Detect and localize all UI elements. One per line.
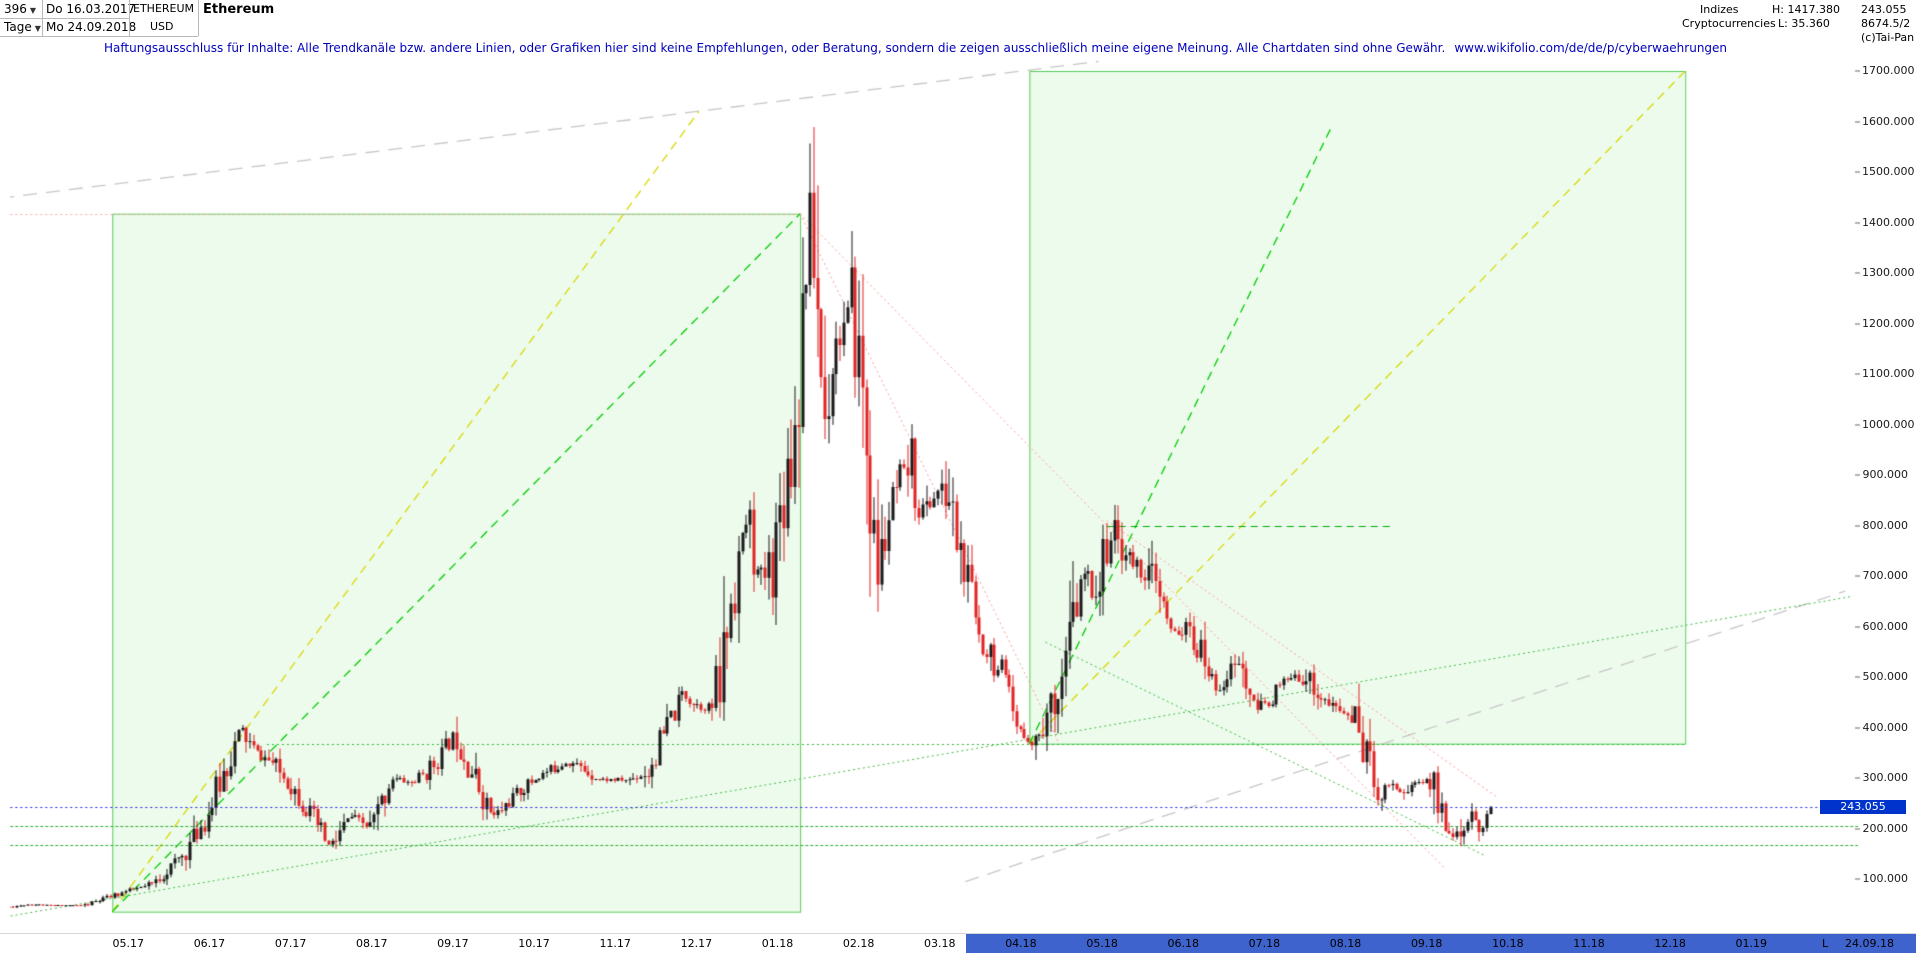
symbol-label: ETHEREUM xyxy=(133,2,195,15)
x-axis-label: 01.18 xyxy=(761,937,794,950)
header-divider xyxy=(0,36,198,37)
x-axis-label: 11.17 xyxy=(599,937,631,950)
currency-label: USD xyxy=(150,20,174,33)
scrollbar-thumb[interactable] xyxy=(966,934,1916,953)
header-divider xyxy=(0,18,129,19)
bars-count-value: 396 xyxy=(4,2,27,16)
x-axis-label: 05.17 xyxy=(112,937,145,950)
x-axis-label: 06.18 xyxy=(1167,937,1200,950)
x-axis-label: 01.19 xyxy=(1735,937,1768,950)
last-date-label: 24.09.18 xyxy=(1845,937,1894,950)
bars-count-dropdown[interactable]: 396 ▼ xyxy=(4,0,36,20)
header-divider xyxy=(129,0,130,36)
current-price-tag: 243.055 xyxy=(1820,799,1906,814)
x-axis-label: 07.18 xyxy=(1248,937,1281,950)
dropdown-caret-icon: ▼ xyxy=(34,24,41,33)
start-date-field[interactable]: Do 16.03.2017 xyxy=(46,2,136,16)
x-axis-label: 10.18 xyxy=(1492,937,1524,950)
x-axis-label: 04.18 xyxy=(1005,937,1037,950)
x-axis-label: 03.18 xyxy=(924,937,956,950)
current-price-value: 243.055 xyxy=(1840,799,1886,813)
x-axis-label: 08.17 xyxy=(356,937,388,950)
disclaimer-body: Haftungsausschluss für Inhalte: Alle Tre… xyxy=(104,41,1446,55)
dropdown-caret-icon: ▼ xyxy=(29,6,37,15)
x-axis-label: 09.17 xyxy=(437,937,469,950)
period-high-label: H: 1417.380 xyxy=(1772,3,1840,16)
x-axis-label: 02.18 xyxy=(842,937,875,950)
last-price-label: 243.055 xyxy=(1861,3,1907,16)
x-axis-label: 12.17 xyxy=(680,937,713,950)
end-date-field[interactable]: Mo 24.09.2018 xyxy=(46,20,137,34)
x-axis-label: 09.18 xyxy=(1410,937,1443,950)
timeframe-dropdown[interactable]: Tage ▼ xyxy=(4,18,41,38)
x-axis-label: 08.18 xyxy=(1329,937,1362,950)
disclaimer-text: Haftungsausschluss für Inhalte: Alle Tre… xyxy=(104,41,1727,55)
x-axis-label: 10.17 xyxy=(518,937,550,950)
ratio-label: 8674.5/2 xyxy=(1861,17,1911,30)
timeframe-value: Tage xyxy=(4,20,32,34)
header-divider xyxy=(198,0,199,36)
wikifolio-link[interactable]: www.wikifolio.com/de/de/p/cyberwaehrunge… xyxy=(1454,41,1728,55)
time-axis: L 24.09.18 05.17 06.17 07.17 08.17 09.17 10.1… xyxy=(0,933,1916,953)
category-sublabel: Cryptocurrencies xyxy=(1682,17,1776,30)
copyright-label: (c)Tai-Pan xyxy=(1861,31,1915,44)
last-marker: L xyxy=(1822,937,1829,950)
x-axis-label: 06.17 xyxy=(193,937,226,950)
x-axis-label: 05.18 xyxy=(1086,937,1118,950)
instrument-title: Ethereum xyxy=(203,2,275,17)
period-low-label: L: 35.360 xyxy=(1778,17,1830,30)
category-label: Indizes xyxy=(1700,3,1739,16)
x-axis-label: 12.18 xyxy=(1654,937,1686,950)
header-toolbar: 396 ▼ Do 16.03.2017 Tage ▼ Mo 24.09.2018 E… xyxy=(0,0,1916,44)
x-axis-label: 07.17 xyxy=(274,937,307,950)
x-axis-label: 11.18 xyxy=(1573,937,1605,950)
